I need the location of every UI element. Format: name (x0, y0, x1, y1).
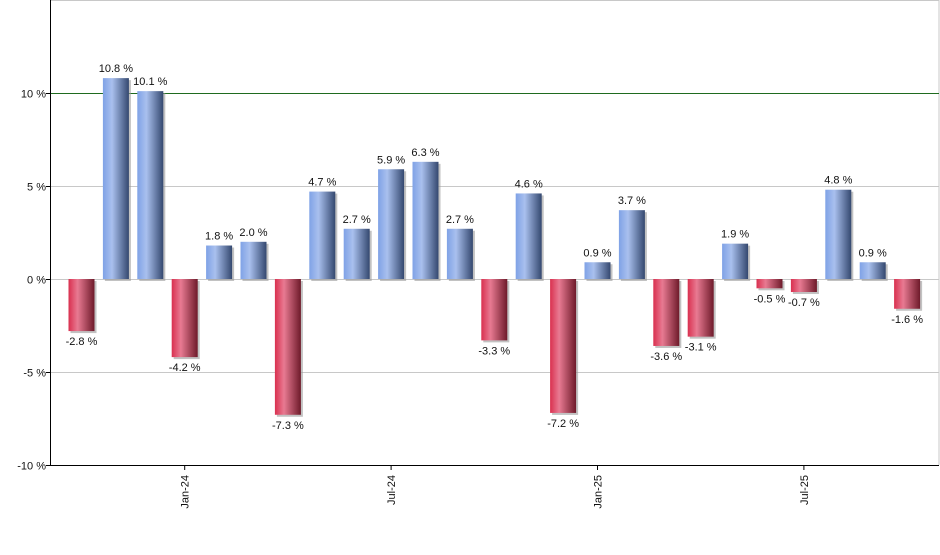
bar (550, 279, 577, 413)
data-label: 5.9 % (377, 154, 405, 166)
data-label: 1.8 % (205, 231, 233, 243)
bar (515, 193, 542, 279)
data-label: 2.0 % (239, 227, 267, 239)
y-tick-label: -5 % (23, 368, 46, 380)
data-label: 10.1 % (133, 76, 167, 88)
bar (102, 78, 129, 280)
data-label: 2.7 % (446, 214, 474, 226)
bar (171, 279, 198, 358)
bar (687, 279, 714, 337)
bar (446, 228, 473, 279)
bar (859, 262, 886, 279)
data-label: 4.8 % (824, 175, 852, 187)
data-label: 6.3 % (411, 147, 439, 159)
bar (274, 279, 301, 415)
data-label: -3.1 % (685, 342, 717, 354)
bar (309, 191, 336, 279)
y-tick-label: -10 % (17, 461, 46, 473)
bar (790, 279, 817, 293)
data-label: 10.8 % (99, 63, 133, 75)
y-tick-label: 10 % (21, 89, 46, 101)
data-label: -4.2 % (169, 362, 201, 374)
bar (825, 189, 852, 279)
bar (343, 228, 370, 279)
bar (756, 279, 783, 289)
data-label: 2.7 % (343, 214, 371, 226)
bar (240, 241, 267, 279)
data-label: 3.7 % (618, 195, 646, 207)
bar (206, 245, 233, 279)
data-label: 0.9 % (583, 247, 611, 259)
data-label: -7.2 % (547, 418, 579, 430)
data-label: 4.7 % (308, 177, 336, 189)
data-label: -3.6 % (650, 351, 682, 363)
x-tick-label: Jul-24 (386, 475, 398, 505)
y-tick-label: 5 % (27, 182, 46, 194)
data-label: -0.5 % (754, 293, 786, 305)
data-label: 0.9 % (859, 247, 887, 259)
data-label: 4.6 % (515, 178, 543, 190)
bar (584, 262, 611, 279)
bar (481, 279, 508, 341)
x-tick-label: Jul-25 (799, 475, 811, 505)
data-label: 1.9 % (721, 229, 749, 241)
data-label: -3.3 % (478, 345, 510, 357)
x-tick-label: Jan-25 (593, 475, 605, 509)
y-tick-label: 0 % (27, 275, 46, 287)
data-label: -1.6 % (891, 314, 923, 326)
bar (653, 279, 680, 346)
x-tick-label: Jan-24 (180, 475, 192, 509)
bar (894, 279, 921, 309)
bar (378, 169, 405, 279)
bar (618, 210, 645, 279)
data-label: -2.8 % (66, 336, 98, 348)
data-label: -0.7 % (788, 297, 820, 309)
bar (722, 243, 749, 279)
bar (412, 161, 439, 279)
data-label: -7.3 % (272, 420, 304, 432)
bar (137, 91, 164, 279)
bar (68, 279, 95, 332)
